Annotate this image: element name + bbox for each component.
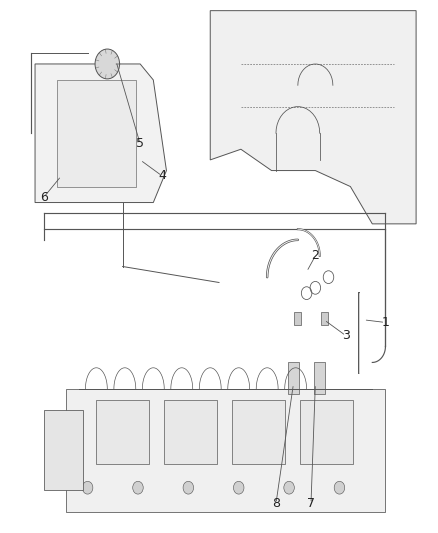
Bar bbox=[294, 312, 301, 325]
Circle shape bbox=[284, 481, 294, 494]
Text: 2: 2 bbox=[311, 249, 319, 262]
Bar bbox=[321, 312, 328, 325]
Polygon shape bbox=[35, 64, 166, 203]
Circle shape bbox=[233, 481, 244, 494]
Text: 5: 5 bbox=[136, 138, 144, 150]
Bar bbox=[57, 80, 136, 187]
Circle shape bbox=[133, 481, 143, 494]
Bar bbox=[288, 362, 299, 394]
Circle shape bbox=[95, 49, 120, 79]
Bar bbox=[300, 400, 353, 464]
Polygon shape bbox=[210, 11, 416, 224]
Circle shape bbox=[183, 481, 194, 494]
Bar bbox=[164, 400, 217, 464]
Circle shape bbox=[82, 481, 93, 494]
Text: 1: 1 bbox=[381, 316, 389, 329]
Bar bbox=[44, 410, 83, 490]
Text: 6: 6 bbox=[40, 191, 48, 204]
Bar bbox=[232, 400, 285, 464]
Bar bbox=[314, 362, 325, 394]
Bar bbox=[96, 400, 149, 464]
Text: 8: 8 bbox=[272, 497, 280, 510]
Polygon shape bbox=[66, 389, 385, 512]
Text: 3: 3 bbox=[342, 329, 350, 342]
Circle shape bbox=[334, 481, 345, 494]
Text: 7: 7 bbox=[307, 497, 315, 510]
Text: 4: 4 bbox=[158, 169, 166, 182]
